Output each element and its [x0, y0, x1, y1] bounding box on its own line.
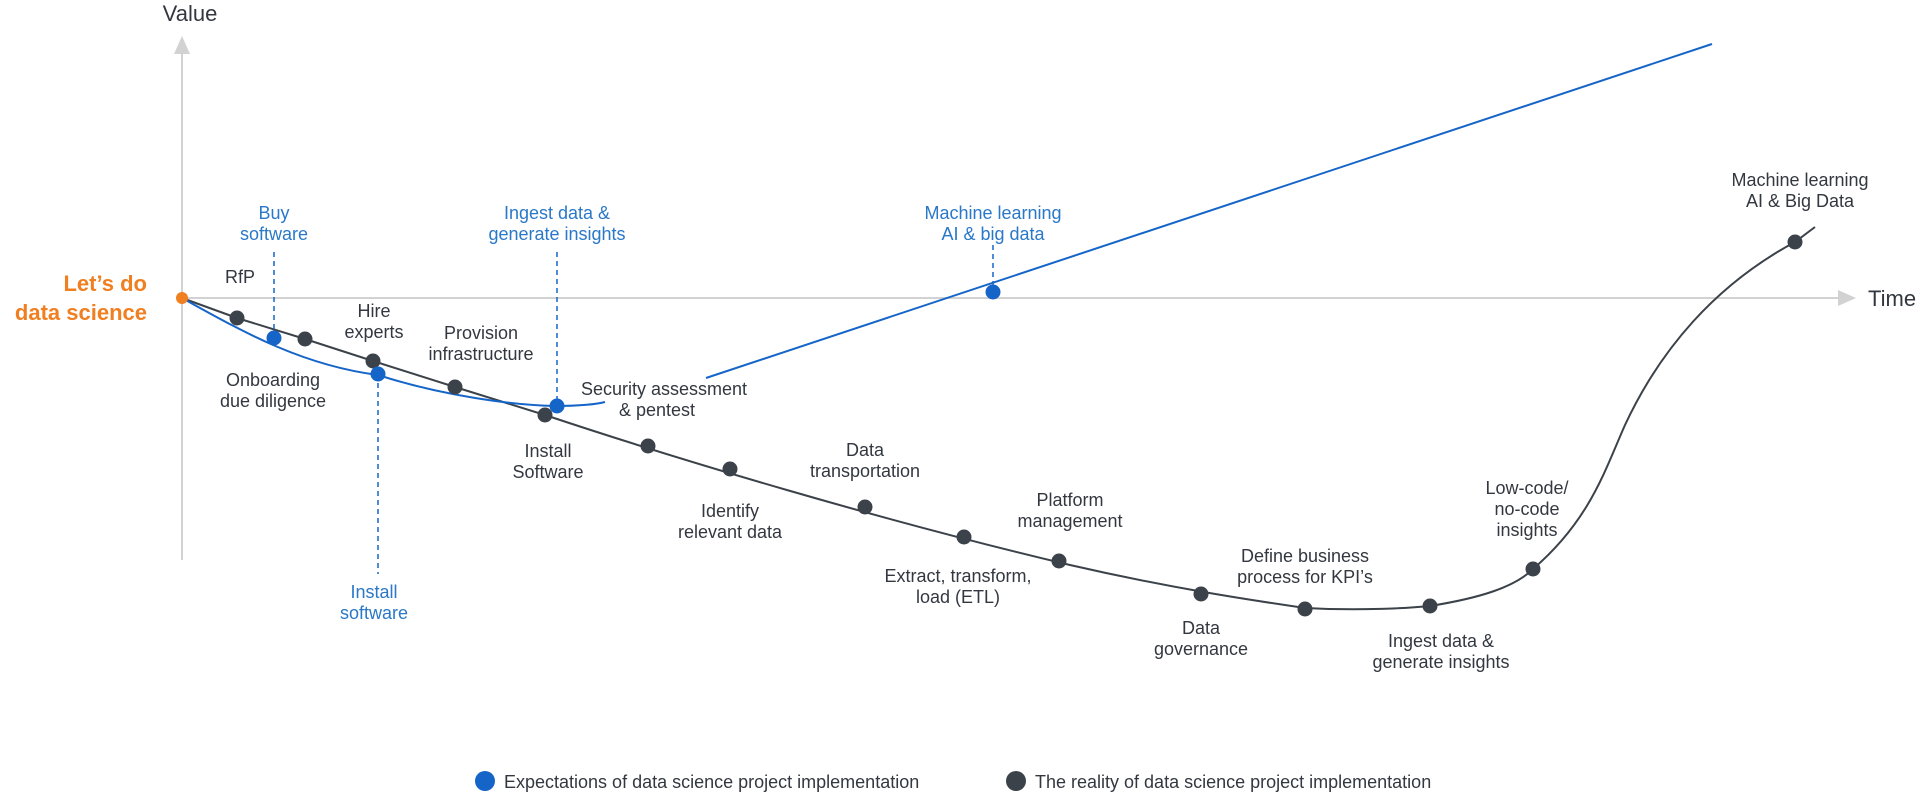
legend: Expectations of data science project imp…	[475, 771, 1431, 792]
reality-point-install-software	[537, 407, 553, 423]
reality-point-data-governance	[1193, 586, 1209, 602]
reality-point-platform-management	[1051, 553, 1067, 569]
reality-point-machine-learning	[1787, 234, 1803, 250]
reality-point-data-transportation	[857, 499, 873, 515]
legend-expectation-marker	[475, 771, 495, 791]
label-rfp: RfP	[225, 267, 255, 287]
label-platform-management: Platform	[1036, 490, 1103, 510]
label-etl-line2: load (ETL)	[916, 587, 1000, 607]
label-hire-experts: Hire	[357, 301, 390, 321]
start-label: Let’s do	[63, 271, 147, 296]
expectation-point-install-software	[370, 366, 386, 382]
label-ingest-data-expectation: Ingest data &	[504, 203, 610, 223]
label-ingest-data-reality-line2: generate insights	[1372, 652, 1509, 672]
legend-expectation-label: Expectations of data science project imp…	[504, 772, 919, 792]
label-machine-learning-expectation-line2: AI & big data	[941, 224, 1045, 244]
y-axis-label: Value	[163, 1, 218, 26]
reality-point-security-assessment	[640, 438, 656, 454]
expectation-points	[266, 284, 1001, 414]
label-install-software-reality-line2: Software	[512, 462, 583, 482]
label-data-governance-line2: governance	[1154, 639, 1248, 659]
label-data-transportation: Data	[846, 440, 885, 460]
reality-curve	[181, 226, 1816, 611]
expectation-point-machine-learning	[985, 284, 1001, 300]
expectation-point-buy-software	[266, 330, 282, 346]
expectation-point-ingest-data	[549, 398, 565, 414]
label-identify-relevant-data: Identify	[701, 501, 759, 521]
reality-point-rfp	[229, 310, 245, 326]
label-buy-software-line2: software	[240, 224, 308, 244]
x-axis-label: Time	[1868, 286, 1916, 311]
label-machine-learning-reality-line2: AI & Big Data	[1746, 191, 1855, 211]
label-low-code: Low-code/	[1485, 478, 1568, 498]
expectation-curve	[181, 297, 606, 408]
label-data-transportation-line2: transportation	[810, 461, 920, 481]
label-install-software-line2: software	[340, 603, 408, 623]
label-provision-infrastructure: Provision	[444, 323, 518, 343]
label-install-software-reality: Install	[524, 441, 571, 461]
reality-point-onboarding	[297, 331, 313, 347]
label-provision-infrastructure-line2: infrastructure	[428, 344, 533, 364]
label-ingest-data-reality: Ingest data &	[1388, 631, 1494, 651]
label-platform-management-line2: management	[1017, 511, 1122, 531]
reality-point-low-code	[1525, 561, 1541, 577]
expectation-rise-line	[705, 43, 1713, 379]
label-define-business-process-line2: process for KPI’s	[1237, 567, 1373, 587]
start-label-line2: data science	[15, 300, 147, 325]
reality-point-hire-experts	[365, 353, 381, 369]
reality-point-provision-infrastructure	[447, 379, 463, 395]
label-etl: Extract, transform,	[884, 566, 1031, 586]
label-low-code-line3: insights	[1496, 520, 1557, 540]
legend-reality-marker	[1006, 771, 1026, 791]
label-onboarding-line2: due diligence	[220, 391, 326, 411]
label-install-software: Install	[350, 582, 397, 602]
label-security-assessment-line2: & pentest	[619, 400, 695, 420]
label-data-governance: Data	[1182, 618, 1221, 638]
reality-point-ingest-data	[1422, 598, 1438, 614]
label-security-assessment: Security assessment	[581, 379, 747, 399]
label-machine-learning-reality: Machine learning	[1731, 170, 1868, 190]
start-point	[176, 292, 188, 304]
label-low-code-line2: no-code	[1494, 499, 1559, 519]
label-identify-relevant-data-line2: relevant data	[678, 522, 783, 542]
label-ingest-data-expectation-line2: generate insights	[488, 224, 625, 244]
label-onboarding: Onboarding	[226, 370, 320, 390]
label-machine-learning-expectation: Machine learning	[924, 203, 1061, 223]
label-hire-experts-line2: experts	[344, 322, 403, 342]
reality-point-identify-relevant-data	[722, 461, 738, 477]
reality-point-etl	[956, 529, 972, 545]
reality-point-define-business-process	[1297, 601, 1313, 617]
legend-reality-label: The reality of data science project impl…	[1035, 772, 1431, 792]
label-define-business-process: Define business	[1241, 546, 1369, 566]
label-buy-software: Buy	[258, 203, 289, 223]
reality-points	[229, 234, 1803, 617]
